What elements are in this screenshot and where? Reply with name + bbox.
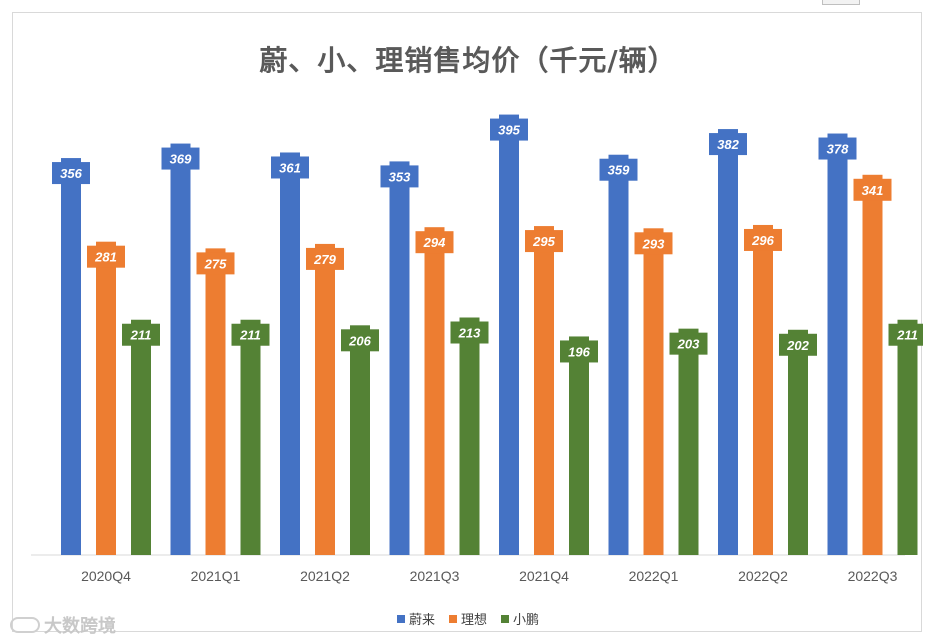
data-label-box: [744, 228, 782, 251]
data-label: 382: [717, 137, 739, 152]
bar-2: [534, 226, 554, 555]
legend-swatch: [501, 614, 509, 623]
data-label-box: [271, 156, 309, 179]
data-label-box: [380, 165, 419, 188]
bar-1: [280, 152, 300, 556]
data-label: 203: [677, 337, 700, 352]
data-label-box: [122, 323, 160, 346]
data-label: 359: [608, 163, 630, 178]
x-tick-label: 2021Q4: [519, 568, 569, 584]
data-label-box: [888, 323, 923, 346]
data-label-box: [450, 321, 489, 344]
data-label-box: [634, 232, 673, 255]
data-label-box: [196, 252, 235, 275]
data-label: 296: [751, 233, 774, 248]
legend-label: 小鹏: [513, 613, 540, 628]
x-tick-label: 2022Q2: [738, 568, 788, 584]
x-tick-label: 2022Q3: [848, 568, 898, 584]
data-label: 211: [896, 328, 918, 343]
legend-label: 蔚来: [408, 613, 435, 628]
data-label-box: [599, 158, 638, 181]
x-tick-label: 2022Q1: [629, 568, 679, 584]
window-tab: [822, 0, 860, 5]
data-label: 275: [204, 256, 227, 271]
x-tick-label: 2021Q3: [410, 568, 460, 584]
data-label-box: [669, 332, 708, 355]
data-label: 211: [130, 328, 152, 343]
legend-item: 小鹏: [501, 609, 539, 628]
x-tick-label: 2021Q2: [300, 568, 350, 584]
data-label-box: [306, 247, 344, 270]
data-label: 196: [568, 344, 590, 359]
data-label-box: [560, 340, 598, 363]
bar-3: [569, 336, 589, 555]
watermark-logo-icon: [10, 617, 40, 633]
bar-1: [61, 158, 81, 555]
data-label-box: [161, 147, 200, 170]
data-label: 295: [532, 234, 555, 249]
bar-2: [862, 174, 883, 555]
data-label-box: [779, 333, 817, 356]
data-label: 294: [423, 235, 446, 250]
legend-item: 理想: [448, 609, 487, 628]
chart-title: 蔚、小、理销售均价（千元/辆）: [259, 44, 677, 77]
legend-swatch: [448, 614, 457, 623]
data-label-box: [52, 162, 90, 185]
bar-2: [315, 243, 335, 556]
bar-2: [424, 227, 445, 555]
x-tick-label: 2021Q1: [191, 568, 241, 584]
data-label: 206: [348, 333, 371, 348]
data-label-box: [525, 230, 563, 253]
bar-1: [718, 129, 738, 555]
data-label: 341: [862, 183, 884, 198]
watermark-text: 大数跨境: [44, 616, 116, 637]
data-label-box: [341, 329, 379, 352]
bar-3: [350, 325, 370, 555]
bar-3: [459, 317, 480, 555]
data-label: 361: [279, 160, 301, 175]
legend-swatch: [396, 614, 405, 623]
legend-label: 理想: [460, 613, 487, 628]
plot-area: 356 281 211 2020Q4 369 275 211 2021Q1 361 279 206 2…: [31, 114, 923, 584]
bar-3: [678, 328, 699, 555]
data-label-box: [490, 118, 528, 141]
chart-area: 蔚、小、理销售均价（千元/辆） 356 281 211 2020Q4 369 275 211…: [12, 12, 923, 632]
x-tick-label: 2020Q4: [81, 568, 131, 584]
data-label: 369: [170, 152, 192, 167]
bar-1: [499, 114, 519, 555]
legend-item: 蔚来: [396, 609, 435, 628]
data-label: 353: [389, 169, 411, 184]
data-label: 202: [786, 338, 809, 353]
data-label: 395: [498, 123, 520, 138]
watermark: 大数跨境: [10, 612, 116, 638]
bar-2: [205, 248, 226, 555]
data-label-box: [709, 133, 747, 156]
data-label: 213: [458, 326, 481, 341]
data-label-box: [853, 178, 892, 201]
data-label-box: [415, 231, 454, 254]
legend: 蔚来 理想 小鹏: [13, 609, 923, 628]
bar-2: [643, 228, 664, 555]
data-label-box: [87, 245, 125, 268]
bar-3: [240, 319, 261, 555]
data-label: 281: [94, 250, 117, 265]
bar-2: [96, 241, 116, 555]
bar-3: [788, 329, 808, 555]
data-label: 211: [239, 328, 261, 343]
data-label-box: [818, 137, 857, 160]
bar-1: [170, 143, 191, 555]
bar-2: [753, 224, 773, 555]
bar-3: [131, 319, 151, 555]
data-label: 279: [313, 252, 336, 267]
data-label: 293: [642, 236, 665, 251]
data-label-box: [231, 323, 270, 346]
bar-1: [608, 154, 629, 555]
bar-1: [827, 133, 848, 555]
data-label: 356: [60, 166, 82, 181]
bar-1: [389, 161, 410, 555]
data-label: 378: [827, 142, 849, 157]
bar-3: [897, 319, 918, 555]
